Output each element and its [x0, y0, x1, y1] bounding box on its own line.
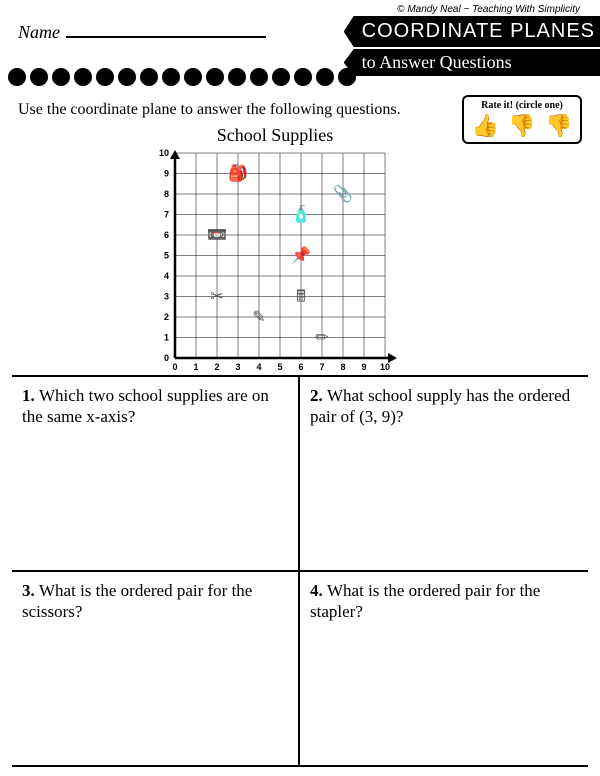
svg-text:9: 9	[361, 362, 366, 372]
dot	[184, 68, 202, 86]
copyright-text: © Mandy Neal ~ Teaching With Simplicity	[397, 4, 580, 15]
pencil-icon: ✎	[252, 309, 265, 326]
svg-text:7: 7	[319, 362, 324, 372]
dot	[30, 68, 48, 86]
svg-text:7: 7	[164, 210, 169, 220]
chart-area: School Supplies 0 1 2 3 4 5 6 7 8 9 10 0 1 2 3 4 5 6 7 8 9 10…	[135, 125, 415, 378]
instructions-text: Use the coordinate plane to answer the f…	[18, 100, 438, 121]
thumbs-down-icon-2[interactable]: 👎	[545, 113, 572, 139]
svg-text:1: 1	[164, 333, 169, 343]
svg-text:2: 2	[214, 362, 219, 372]
dot	[8, 68, 26, 86]
chart-title: School Supplies	[135, 125, 415, 146]
svg-text:3: 3	[164, 292, 169, 302]
dot	[250, 68, 268, 86]
pen-icon: ✏	[315, 330, 329, 347]
question-number: 4.	[310, 581, 327, 600]
dot	[272, 68, 290, 86]
question-cell-4: 4. What is the ordered pair for the stap…	[300, 572, 588, 767]
svg-text:4: 4	[256, 362, 261, 372]
svg-text:10: 10	[380, 362, 390, 372]
name-area: Name	[18, 18, 266, 43]
svg-text:1: 1	[193, 362, 198, 372]
dot	[162, 68, 180, 86]
svg-text:0: 0	[172, 362, 177, 372]
svg-text:3: 3	[235, 362, 240, 372]
dot	[294, 68, 312, 86]
rate-it-box: Rate it! (circle one) 👍 👎 👎	[462, 95, 582, 144]
question-cell-1: 1. Which two school supplies are on the …	[12, 377, 300, 572]
name-label: Name	[18, 22, 60, 43]
scissors-icon: ✂	[210, 289, 223, 306]
svg-text:4: 4	[164, 271, 169, 281]
rate-thumbs: 👍 👎 👎	[467, 113, 577, 139]
svg-text:10: 10	[159, 148, 169, 158]
dot	[74, 68, 92, 86]
decorative-dots	[8, 68, 356, 86]
svg-text:5: 5	[277, 362, 282, 372]
svg-text:0: 0	[164, 353, 169, 363]
title-line-1: COORDINATE PLANES	[344, 16, 600, 47]
svg-text:8: 8	[164, 189, 169, 199]
coordinate-plane: 0 1 2 3 4 5 6 7 8 9 10 0 1 2 3 4 5 6 7 8 9 10 🎒 📎 🧴 📼 📌 🖩 ✂ ✎ ✏	[150, 148, 400, 378]
backpack-icon: 🎒	[228, 164, 248, 183]
dot	[316, 68, 334, 86]
svg-text:8: 8	[340, 362, 345, 372]
glue-icon: 🧴	[291, 205, 311, 224]
title-line-2: to Answer Questions	[344, 49, 600, 76]
questions-grid: 1. Which two school supplies are on the …	[12, 375, 588, 767]
calculator-icon: 🖩	[296, 289, 306, 306]
question-number: 3.	[22, 581, 39, 600]
thumbs-up-icon[interactable]: 👍	[472, 113, 499, 139]
question-number: 1.	[22, 386, 39, 405]
svg-text:9: 9	[164, 169, 169, 179]
title-banner: COORDINATE PLANES to Answer Questions	[344, 16, 600, 76]
question-number: 2.	[310, 386, 327, 405]
svg-text:5: 5	[164, 251, 169, 261]
dot	[118, 68, 136, 86]
thumbs-down-icon[interactable]: 👎	[508, 113, 535, 139]
question-cell-2: 2. What school supply has the ordered pa…	[300, 377, 588, 572]
dot	[96, 68, 114, 86]
tape-icon: 📼	[207, 227, 227, 244]
question-text: Which two school supplies are on the sam…	[22, 386, 269, 426]
question-text: What is the ordered pair for the scissor…	[22, 581, 252, 621]
dot	[52, 68, 70, 86]
dot	[338, 68, 356, 86]
question-text: What school supply has the ordered pair …	[310, 386, 570, 426]
stapler-icon: 📎	[333, 184, 353, 203]
dot	[140, 68, 158, 86]
svg-text:2: 2	[164, 312, 169, 322]
svg-text:6: 6	[164, 230, 169, 240]
dot	[206, 68, 224, 86]
svg-text:6: 6	[298, 362, 303, 372]
name-blank-line[interactable]	[66, 18, 266, 38]
rate-label: Rate it! (circle one)	[467, 100, 577, 111]
pushpin-icon: 📌	[291, 246, 311, 265]
question-text: What is the ordered pair for the stapler…	[310, 581, 540, 621]
question-cell-3: 3. What is the ordered pair for the scis…	[12, 572, 300, 767]
dot	[228, 68, 246, 86]
